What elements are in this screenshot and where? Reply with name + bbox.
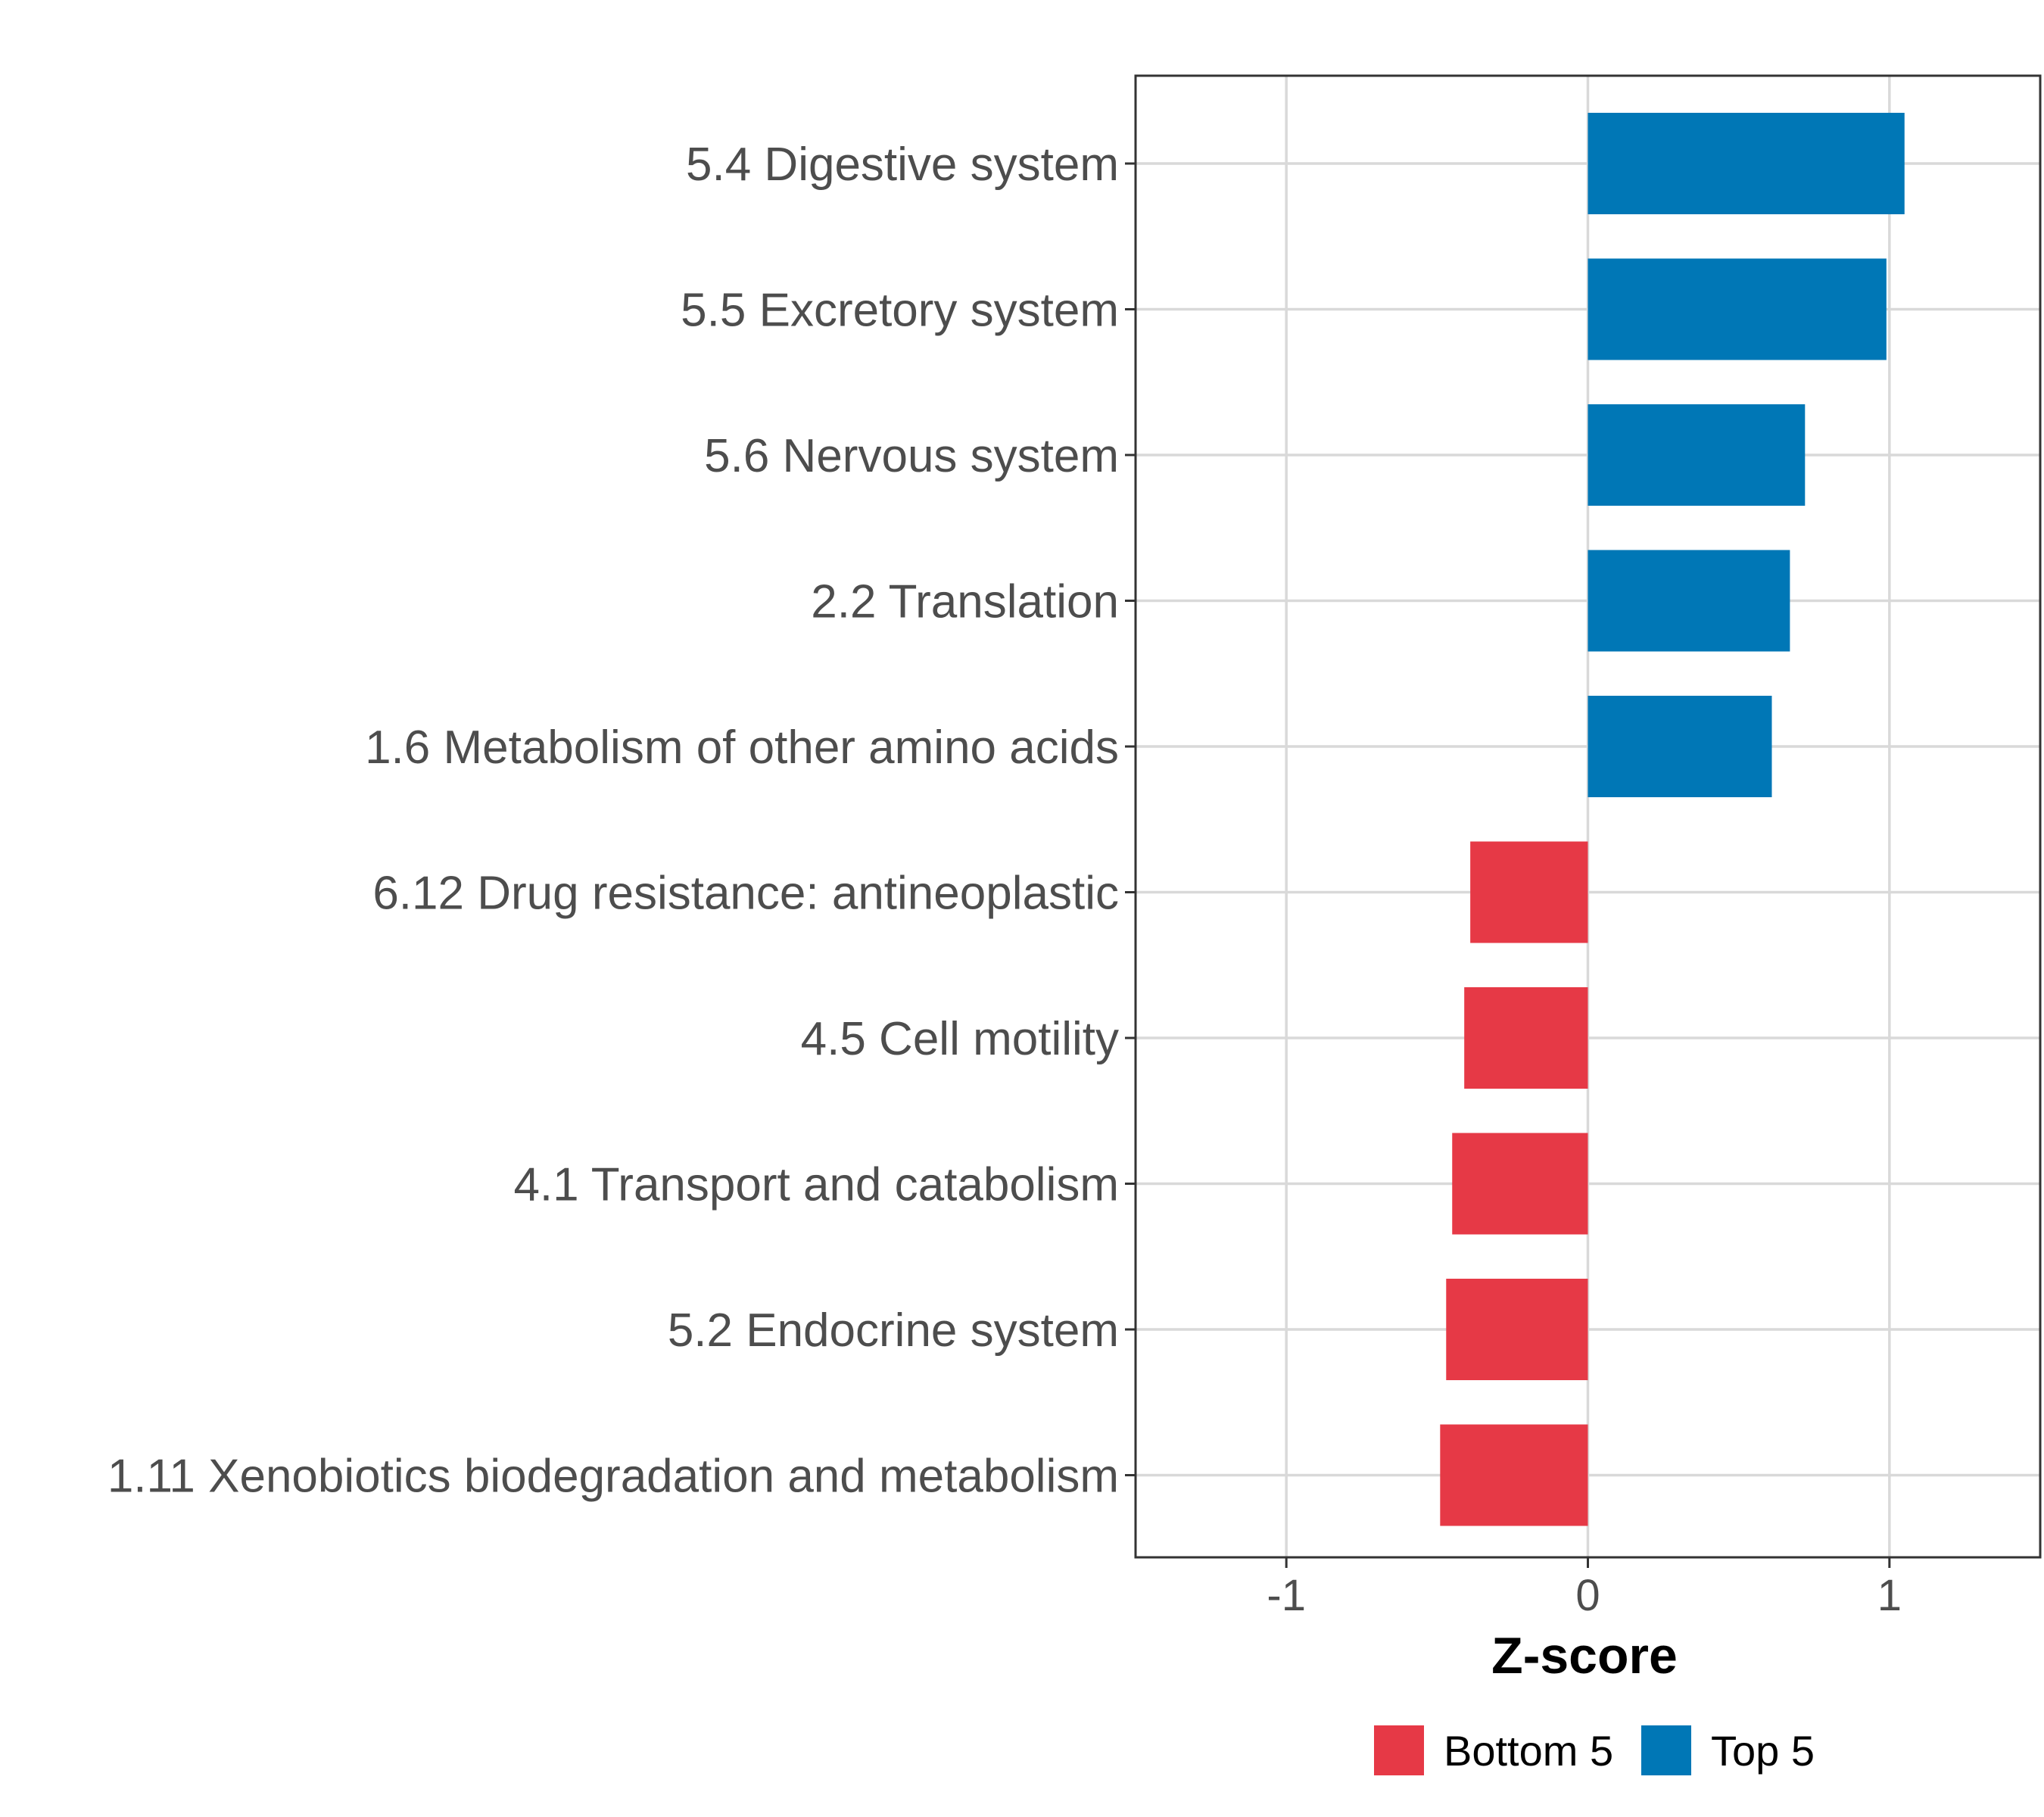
bar xyxy=(1588,113,1905,214)
bar xyxy=(1588,404,1806,506)
legend: Bottom 5 Top 5 xyxy=(1374,1725,1815,1775)
x-tick-label: 1 xyxy=(1877,1571,1902,1620)
y-tick-label: 1.6 Metabolism of other amino acids xyxy=(365,722,1119,774)
y-tick-label: 5.5 Excretory system xyxy=(681,285,1119,337)
legend-label: Top 5 xyxy=(1711,1727,1815,1775)
legend-label: Bottom 5 xyxy=(1444,1727,1613,1775)
x-tick-label: -1 xyxy=(1267,1571,1306,1620)
bar xyxy=(1464,987,1588,1089)
y-tick-label: 1.11 Xenobiotics biodegradation and meta… xyxy=(107,1451,1119,1503)
y-tick-label: 4.5 Cell motility xyxy=(801,1013,1119,1065)
y-tick-layer: 5.4 Digestive system 5.5 Excretory system… xyxy=(107,139,1136,1503)
y-tick-label: 5.2 Endocrine system xyxy=(668,1304,1119,1357)
bar xyxy=(1470,841,1588,943)
legend-key xyxy=(1641,1725,1691,1775)
y-tick-label: 4.1 Transport and catabolism xyxy=(513,1159,1119,1211)
y-tick-label: 5.4 Digestive system xyxy=(686,139,1119,191)
legend-key xyxy=(1374,1725,1424,1775)
x-tick-layer: -1 0 1 xyxy=(1267,1557,1902,1620)
y-tick-label: 2.2 Translation xyxy=(811,576,1119,628)
bar xyxy=(1588,696,1772,797)
x-axis-title: Z-score xyxy=(1491,1627,1678,1685)
bar xyxy=(1588,550,1790,652)
bar xyxy=(1452,1133,1588,1235)
y-tick-label: 6.12 Drug resistance: antineoplastic xyxy=(372,868,1119,920)
x-tick-label: 0 xyxy=(1575,1571,1600,1620)
bar-layer xyxy=(1440,113,1905,1526)
bar xyxy=(1446,1279,1588,1380)
bar xyxy=(1440,1424,1588,1526)
y-tick-label: 5.6 Nervous system xyxy=(704,430,1119,482)
bar xyxy=(1588,258,1887,360)
